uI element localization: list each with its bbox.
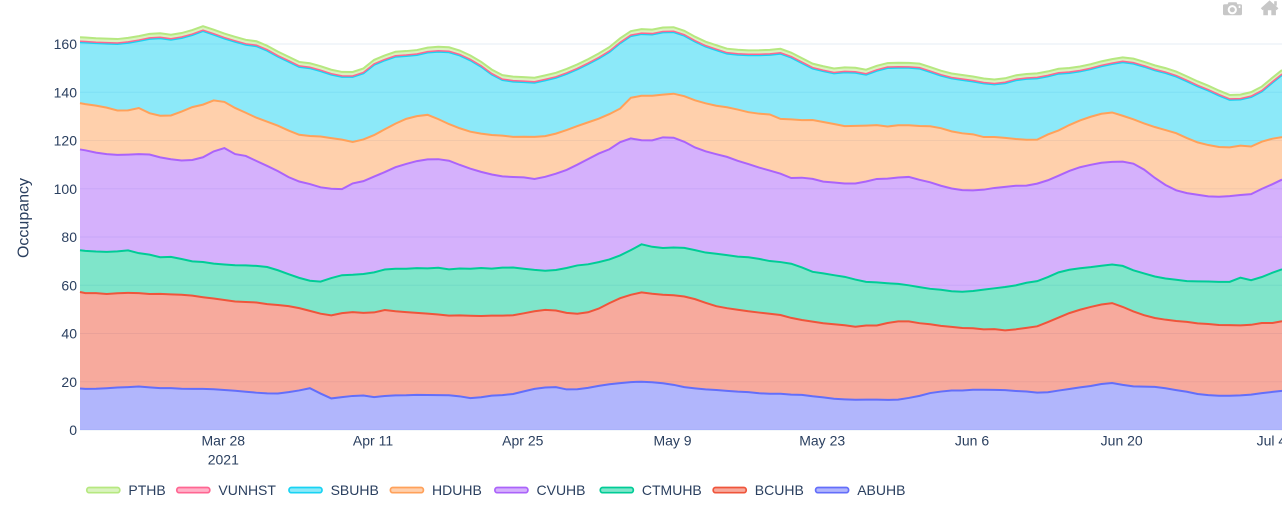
svg-text:40: 40 [61, 326, 77, 342]
svg-text:ABUHB: ABUHB [857, 482, 905, 498]
svg-text:120: 120 [54, 133, 78, 149]
svg-text:140: 140 [54, 84, 78, 100]
svg-text:Jul 4: Jul 4 [1257, 433, 1282, 449]
svg-text:May 23: May 23 [799, 433, 845, 449]
svg-text:0: 0 [69, 422, 77, 438]
svg-text:100: 100 [54, 181, 78, 197]
svg-text:SBUHB: SBUHB [331, 482, 379, 498]
svg-text:Apr 11: Apr 11 [353, 433, 393, 449]
svg-text:CVUHB: CVUHB [537, 482, 586, 498]
svg-text:Mar 28: Mar 28 [202, 433, 246, 449]
svg-text:Apr 25: Apr 25 [502, 433, 543, 449]
svg-text:20: 20 [61, 374, 77, 390]
svg-text:Jun 20: Jun 20 [1101, 433, 1143, 449]
svg-text:2021: 2021 [208, 452, 239, 468]
svg-text:PTHB: PTHB [128, 482, 165, 498]
svg-text:HDUHB: HDUHB [432, 482, 482, 498]
svg-text:Occupancy: Occupancy [16, 178, 33, 258]
svg-text:60: 60 [61, 277, 77, 293]
svg-text:VUNHST: VUNHST [218, 482, 276, 498]
svg-text:CTMUHB: CTMUHB [642, 482, 702, 498]
svg-text:80: 80 [61, 229, 77, 245]
svg-text:May 9: May 9 [653, 433, 691, 449]
svg-text:BCUHB: BCUHB [755, 482, 804, 498]
svg-text:160: 160 [54, 36, 78, 52]
svg-text:Jun 6: Jun 6 [955, 433, 989, 449]
